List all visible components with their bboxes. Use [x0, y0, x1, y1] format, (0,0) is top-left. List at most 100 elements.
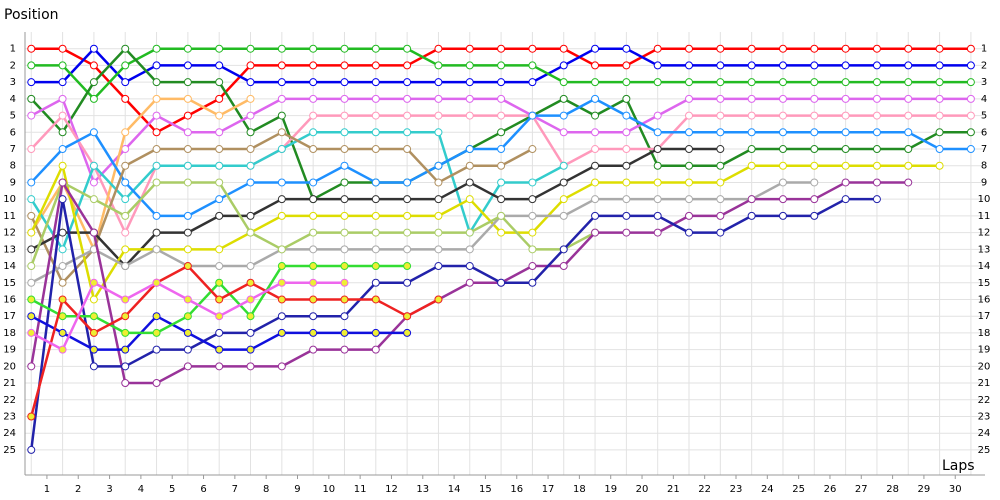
- lap-marker: [215, 145, 224, 154]
- lap-marker: [747, 44, 756, 53]
- lap-marker: [183, 161, 192, 170]
- lap-marker: [465, 195, 474, 204]
- y-tick-label: 15: [3, 278, 16, 289]
- lap-marker: [716, 61, 725, 70]
- lap-marker: [215, 312, 224, 321]
- lap-marker: [465, 145, 474, 154]
- y-tick-label: 7: [10, 144, 16, 155]
- lap-marker: [403, 94, 412, 103]
- lap-marker: [591, 145, 600, 154]
- lap-marker: [434, 111, 443, 120]
- lap-marker: [309, 295, 318, 304]
- y-tick-label-right: 12: [978, 228, 991, 239]
- lap-marker: [340, 94, 349, 103]
- lap-marker: [559, 262, 568, 271]
- y-tick-label: 3: [10, 77, 16, 88]
- lap-marker: [403, 78, 412, 87]
- lap-marker: [685, 128, 694, 137]
- lap-marker: [841, 161, 850, 170]
- lap-marker: [340, 61, 349, 70]
- lap-marker: [183, 262, 192, 271]
- lap-marker: [277, 262, 286, 271]
- lap-marker: [89, 94, 98, 103]
- lap-marker: [904, 128, 913, 137]
- lap-marker: [403, 128, 412, 137]
- lap-marker: [121, 78, 130, 87]
- lap-marker: [309, 312, 318, 321]
- lap-marker: [152, 78, 161, 87]
- lap-marker: [622, 61, 631, 70]
- lap-marker: [685, 228, 694, 237]
- lap-marker: [340, 345, 349, 354]
- lap-marker: [434, 228, 443, 237]
- y-tick-label-right: 17: [978, 311, 991, 322]
- lap-marker: [497, 78, 506, 87]
- lap-marker: [340, 262, 349, 271]
- lap-marker: [465, 78, 474, 87]
- lap-marker: [403, 262, 412, 271]
- lap-marker: [778, 78, 787, 87]
- y-tick-label: 21: [3, 378, 16, 389]
- y-tick-label: 19: [3, 345, 16, 356]
- lap-marker: [340, 145, 349, 154]
- lap-marker: [747, 61, 756, 70]
- lap-marker: [277, 195, 286, 204]
- lap-marker: [872, 94, 881, 103]
- lap-marker: [183, 345, 192, 354]
- y-tick-label: 24: [3, 428, 16, 439]
- lap-marker: [183, 211, 192, 220]
- lap-marker: [152, 379, 161, 388]
- lap-marker: [685, 145, 694, 154]
- x-tick-label: 4: [138, 484, 144, 495]
- lap-marker: [371, 278, 380, 287]
- y-tick-label: 11: [3, 211, 16, 222]
- lap-marker: [277, 128, 286, 137]
- y-tick-label: 16: [3, 294, 16, 305]
- lap-marker: [465, 178, 474, 187]
- lap-marker: [591, 78, 600, 87]
- lap-marker: [121, 379, 130, 388]
- lap-marker: [89, 278, 98, 287]
- y-tick-label: 12: [3, 228, 16, 239]
- lap-marker: [559, 245, 568, 254]
- lap-marker: [215, 328, 224, 337]
- lap-marker: [622, 94, 631, 103]
- lap-marker: [89, 195, 98, 204]
- lap-marker: [215, 44, 224, 53]
- lap-marker: [778, 61, 787, 70]
- lap-marker: [340, 78, 349, 87]
- x-tick-label: 14: [448, 484, 461, 495]
- lap-marker: [27, 178, 36, 187]
- lap-marker: [966, 128, 975, 137]
- lap-marker: [27, 278, 36, 287]
- lap-marker: [403, 245, 412, 254]
- lap-marker: [841, 78, 850, 87]
- lap-marker: [497, 178, 506, 187]
- lap-marker: [403, 328, 412, 337]
- lap-marker: [371, 111, 380, 120]
- lap-marker: [340, 161, 349, 170]
- lap-marker: [89, 345, 98, 354]
- lap-marker: [246, 328, 255, 337]
- lap-marker: [904, 111, 913, 120]
- lap-marker: [841, 145, 850, 154]
- lap-marker: [465, 61, 474, 70]
- lap-marker: [215, 178, 224, 187]
- lap-marker: [966, 44, 975, 53]
- lap-marker: [340, 328, 349, 337]
- lap-marker: [591, 228, 600, 237]
- lap-marker: [246, 145, 255, 154]
- lap-marker: [591, 161, 600, 170]
- lap-marker: [89, 128, 98, 137]
- y-tick-label-right: 19: [978, 345, 991, 356]
- lap-marker: [591, 111, 600, 120]
- lap-marker: [277, 78, 286, 87]
- lap-marker: [152, 178, 161, 187]
- lap-marker: [309, 44, 318, 53]
- lap-marker: [497, 211, 506, 220]
- lap-marker: [183, 44, 192, 53]
- lap-marker: [966, 145, 975, 154]
- lap-marker: [841, 94, 850, 103]
- lap-marker: [340, 128, 349, 137]
- series-line: [30, 181, 815, 284]
